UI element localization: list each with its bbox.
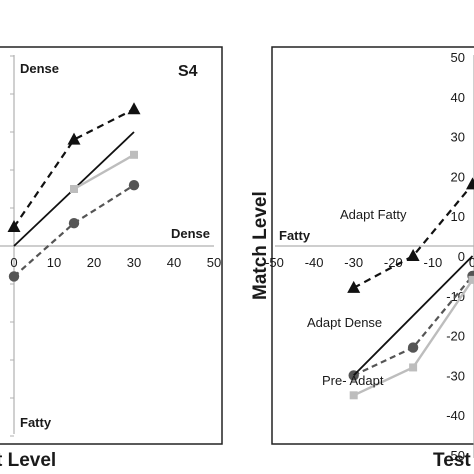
right-y-tick-label: -20 bbox=[446, 329, 465, 344]
left-triangle-point bbox=[127, 102, 141, 115]
right-y-tick-label: 50 bbox=[451, 50, 465, 65]
left-square-point bbox=[70, 185, 78, 193]
left-series-circle-line bbox=[13, 184, 135, 278]
right-x-tick-label: 0 bbox=[469, 255, 474, 270]
right-y-tick-label: -30 bbox=[446, 368, 465, 383]
left-series-triangle-line bbox=[13, 108, 135, 228]
right-annotation-adapt-fatty: Adapt Fatty bbox=[340, 207, 407, 222]
left-y-ticks bbox=[10, 55, 14, 437]
left-x-tick-label: 10 bbox=[47, 255, 61, 270]
right-series-identity-line bbox=[353, 255, 474, 377]
left-panel-frame bbox=[0, 46, 223, 445]
left-chart-marks bbox=[7, 102, 141, 282]
left-annotation-fatty: Fatty bbox=[20, 415, 52, 430]
left-x-tick-label: 0 bbox=[10, 255, 17, 270]
left-series-square-line bbox=[73, 153, 135, 191]
right-circle-point bbox=[407, 342, 419, 353]
right-y-tick-label: 10 bbox=[451, 209, 465, 224]
right-square-point bbox=[409, 363, 418, 372]
left-triangle-point bbox=[67, 132, 81, 145]
right-chart-marks bbox=[347, 177, 474, 400]
right-y-tick-label: 20 bbox=[451, 169, 465, 184]
right-y-axis-label: Match Level bbox=[250, 191, 271, 300]
right-y-tick-label: -50 bbox=[446, 448, 465, 463]
right-square-point bbox=[468, 275, 474, 284]
right-triangle-point bbox=[406, 249, 420, 261]
right-triangle-point bbox=[466, 177, 474, 190]
right-y-tick-label: 40 bbox=[451, 90, 465, 105]
right-panel-frame bbox=[271, 46, 474, 445]
left-circle-point bbox=[68, 218, 80, 229]
left-circle-point bbox=[128, 180, 140, 191]
right-annotation-fatty: Fatty bbox=[279, 228, 311, 243]
left-x-ticks: 0 10 20 30 40 50 bbox=[10, 255, 221, 270]
right-series-triangle-line bbox=[353, 183, 474, 289]
left-x-axis-label: t Level bbox=[0, 450, 56, 471]
right-square-point bbox=[349, 391, 358, 400]
right-annotation-adapt-dense: Adapt Dense bbox=[307, 315, 382, 330]
right-x-tick-label: -40 bbox=[305, 255, 324, 270]
left-x-tick-label: 20 bbox=[87, 255, 101, 270]
left-triangle-point bbox=[7, 220, 21, 232]
left-panel: 0 10 20 30 40 50 Dense Dense Fatty S4 t Level bbox=[0, 46, 223, 471]
right-x-ticks: -50 -40 -30 -20 -10 0 bbox=[265, 255, 474, 270]
right-triangle-point bbox=[347, 280, 361, 293]
left-x-tick-label: 40 bbox=[167, 255, 181, 270]
right-x-tick-label: -10 bbox=[424, 255, 443, 270]
left-circle-point bbox=[8, 271, 20, 282]
right-y-tick-label: -40 bbox=[446, 408, 465, 423]
right-annotation-pre-adapt: Pre- Adapt bbox=[322, 373, 384, 388]
left-square-point bbox=[130, 150, 138, 159]
left-annotation-dense-right: Dense bbox=[171, 226, 210, 241]
right-x-axis-label: Test bbox=[433, 450, 471, 471]
right-x-tick-label: -50 bbox=[265, 255, 284, 270]
right-x-tick-label: -20 bbox=[384, 255, 403, 270]
left-panel-title: S4 bbox=[178, 63, 198, 80]
right-y-tick-label: 0 bbox=[458, 249, 465, 264]
right-x-tick-label: -30 bbox=[344, 255, 363, 270]
left-annotation-dense-top: Dense bbox=[20, 61, 59, 76]
left-x-tick-label: 50 bbox=[207, 255, 221, 270]
right-y-tick-label: 30 bbox=[451, 130, 465, 145]
left-x-tick-label: 30 bbox=[127, 255, 141, 270]
